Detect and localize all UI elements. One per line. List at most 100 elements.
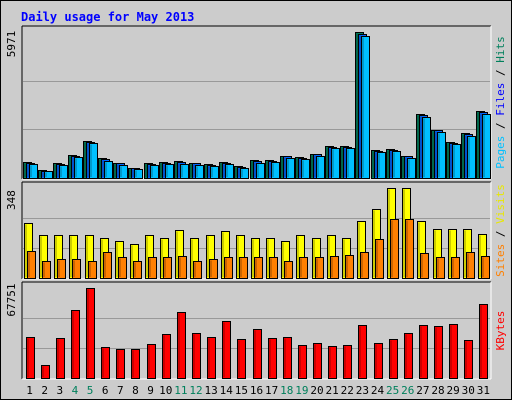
x-tick-label-day-24: 24 [371,384,385,397]
bar-kbytes-day-29 [449,324,458,379]
bar-kbytes-day-13 [207,337,216,379]
bar-pages-day-10 [165,164,174,179]
y-max-label: 348 [5,190,18,210]
bar-pages-day-26 [407,158,416,179]
bar-kbytes-day-30 [464,340,473,379]
bar-kbytes-day-24 [374,343,383,379]
bar-kbytes-day-18 [283,337,292,379]
series-legend-label: Sites / Visits [494,184,507,277]
legend-part: Visits [494,184,507,224]
bar-pages-day-31 [482,114,491,179]
legend-part: / [494,63,507,83]
x-tick-label-day-6: 6 [102,384,109,397]
bar-kbytes-day-11 [177,312,186,379]
bar-kbytes-day-3 [56,338,65,379]
bar-pages-day-9 [150,165,159,179]
bar-kbytes-day-8 [131,349,140,379]
bar-kbytes-day-26 [404,333,413,379]
bar-sites-day-13 [209,259,218,279]
series-legend-label: Pages / Files / Hits [494,36,507,169]
bar-sites-day-12 [193,261,202,279]
x-tick-label-day-18: 18 [280,384,293,397]
bar-sites-day-31 [481,256,490,279]
x-tick-label-day-5: 5 [87,384,94,397]
bar-sites-day-9 [148,257,157,279]
bar-sites-day-15 [239,257,248,279]
bar-sites-day-16 [254,257,263,279]
bar-pages-day-3 [59,165,68,179]
series-legend-label: KBytes [494,311,507,351]
bar-sites-day-18 [284,261,293,279]
legend-part: Sites [494,244,507,277]
bar-pages-day-23 [361,36,370,179]
bar-kbytes-day-20 [313,343,322,379]
bar-sites-day-14 [224,257,233,279]
bar-sites-day-8 [133,261,142,279]
bar-pages-day-25 [392,151,401,179]
bar-kbytes-day-6 [101,347,110,379]
bar-sites-day-1 [27,251,36,279]
bar-kbytes-day-5 [86,288,95,379]
bar-sites-day-7 [118,257,127,279]
bar-pages-day-28 [437,132,446,179]
bar-pages-day-6 [104,161,113,179]
chart-title: Daily usage for May 2013 [21,10,194,24]
x-tick-label-day-11: 11 [174,384,187,397]
bar-pages-day-4 [74,157,83,179]
x-tick-label-day-8: 8 [132,384,139,397]
bar-kbytes-day-9 [147,344,156,379]
x-tick-label-day-13: 13 [204,384,217,397]
bar-kbytes-day-7 [116,349,125,379]
bar-kbytes-day-21 [328,346,337,379]
panel-visits-sites: 348 Sites / Visits [5,181,507,280]
bar-sites-day-11 [178,256,187,279]
bar-pages-day-16 [256,163,265,179]
x-tick-label-day-15: 15 [235,384,248,397]
y-max-label: 5971 [5,31,18,58]
bar-pages-day-18 [286,158,295,179]
bar-kbytes-day-25 [389,339,398,379]
bar-sites-day-17 [269,257,278,279]
x-tick-label-day-28: 28 [431,384,444,397]
bar-pages-day-17 [271,162,280,179]
bar-kbytes-day-16 [253,329,262,379]
legend-part: Hits [494,36,507,63]
bar-sites-day-3 [57,259,66,279]
bar-kbytes-day-15 [237,339,246,379]
bar-pages-day-12 [195,165,204,179]
bar-pages-day-7 [119,165,128,179]
legend-part: Files [494,83,507,116]
x-tick-label-day-10: 10 [159,384,172,397]
bar-pages-day-29 [452,144,461,179]
bar-kbytes-day-19 [298,345,307,379]
bar-sites-day-26 [405,219,414,279]
bar-kbytes-day-10 [162,334,171,379]
panel-hits-files-pages: 5971 Pages / Files / Hits [5,25,507,180]
bar-sites-day-27 [420,253,429,279]
bar-sites-day-10 [163,257,172,279]
bar-pages-day-19 [301,159,310,179]
bar-sites-day-6 [103,252,112,279]
x-tick-label-day-21: 21 [326,384,339,397]
bar-pages-day-22 [346,148,355,179]
plot-area [22,26,491,179]
legend-part: Pages [494,136,507,169]
x-tick-label-day-3: 3 [57,384,64,397]
bar-sites-day-21 [330,256,339,279]
bar-pages-day-24 [377,152,386,179]
bar-kbytes-day-2 [41,365,50,379]
x-tick-label-day-22: 22 [341,384,354,397]
legend-part: / [494,224,507,244]
bar-kbytes-day-28 [434,326,443,379]
bar-sites-day-20 [315,257,324,279]
bar-sites-day-19 [299,257,308,279]
bar-pages-day-15 [240,168,249,179]
x-tick-label-day-27: 27 [416,384,429,397]
x-tick-label-day-29: 29 [447,384,460,397]
x-tick-label-day-9: 9 [147,384,154,397]
x-tick-label-day-4: 4 [72,384,79,397]
x-tick-label-day-12: 12 [189,384,202,397]
bar-kbytes-day-23 [358,325,367,379]
